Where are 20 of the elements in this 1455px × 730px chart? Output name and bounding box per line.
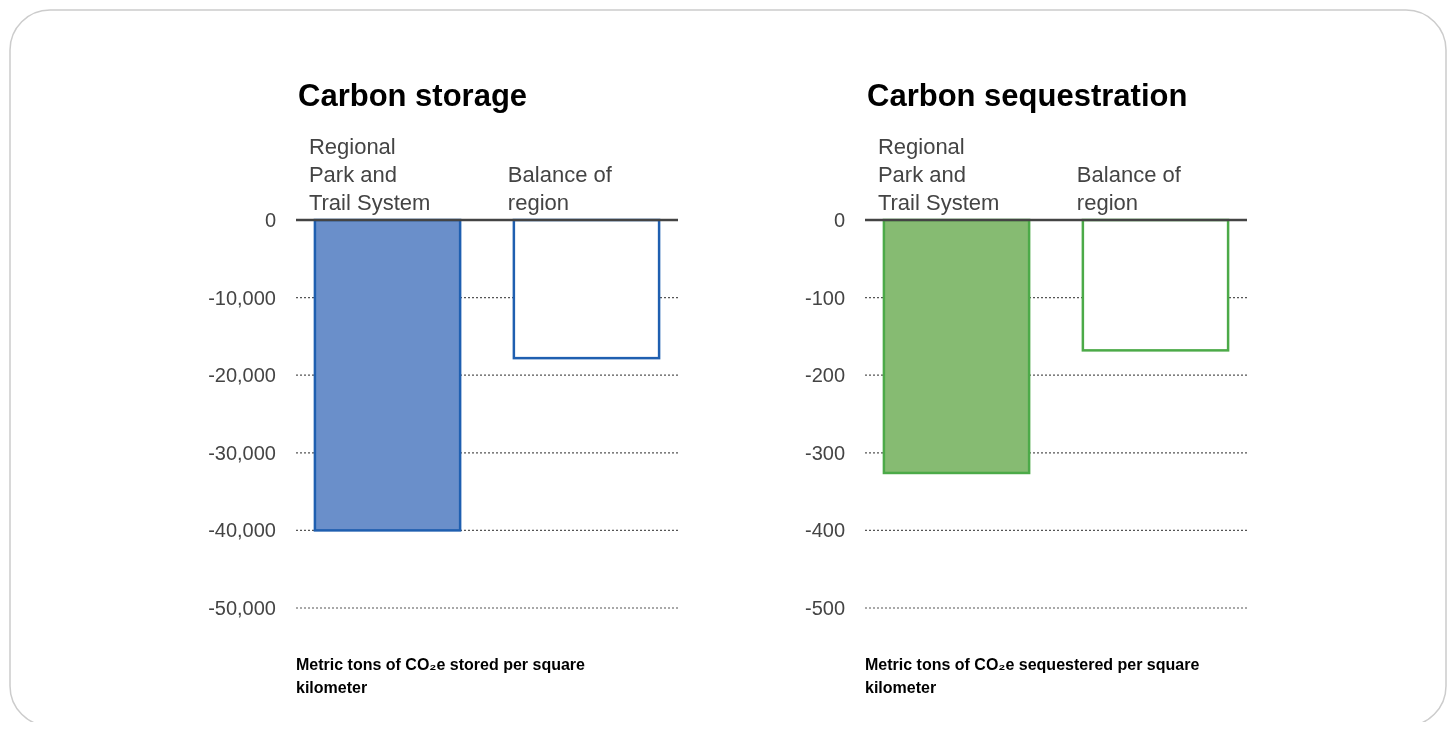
chart-title: Carbon storage xyxy=(298,78,528,113)
y-tick-label: -300 xyxy=(804,441,845,464)
y-tick-label: 0 xyxy=(264,209,276,231)
x-tick-label: Regional Park and Trail System xyxy=(308,134,431,215)
y-tick-label: -20,000 xyxy=(208,364,276,387)
y-tick-label: -40,000 xyxy=(208,519,276,542)
text: Metric tons of CO₂e stored per square kilometer xyxy=(296,656,586,696)
y-tick-label: -10,000 xyxy=(208,286,276,309)
chart-title: Carbon sequestration xyxy=(867,78,1188,113)
y-tick-label: -50,000 xyxy=(208,597,276,619)
y-tick-label: -200 xyxy=(804,364,845,387)
y-tick-label: -30,000 xyxy=(208,441,276,464)
x-tick-label: Regional Park and Trail System xyxy=(877,134,1000,215)
y-tick-label: -500 xyxy=(804,597,845,619)
y-tick-label: -400 xyxy=(804,519,845,542)
y-tick-label: -100 xyxy=(804,286,845,309)
x-tick-label: Balance of region xyxy=(1076,162,1182,215)
x-tick-label: Balance of region xyxy=(507,162,613,215)
text: Metric tons of CO₂e sequestered per square kilometer xyxy=(865,656,1200,696)
y-tick-label: 0 xyxy=(833,209,845,231)
